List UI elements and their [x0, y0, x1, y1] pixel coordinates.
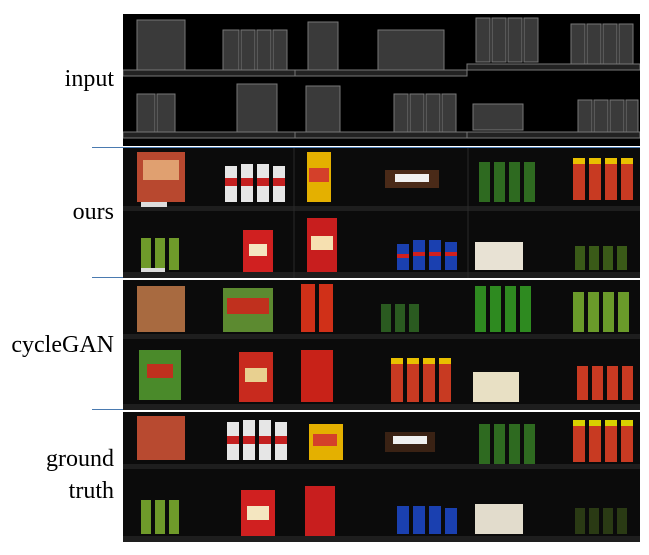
ours-row-image [123, 148, 640, 278]
row-label-input: input [64, 66, 114, 92]
cyclegan-row-image [123, 280, 640, 410]
input-row-image [123, 14, 640, 146]
row-label-ground-truth-1: ground [46, 446, 114, 472]
row-separator [92, 147, 640, 148]
ground-truth-row-image [123, 412, 640, 542]
row-label-ground-truth-2: truth [68, 478, 114, 504]
row-label-cyclegan: cycleGAN [11, 332, 114, 358]
row-label-ours: ours [72, 199, 114, 225]
